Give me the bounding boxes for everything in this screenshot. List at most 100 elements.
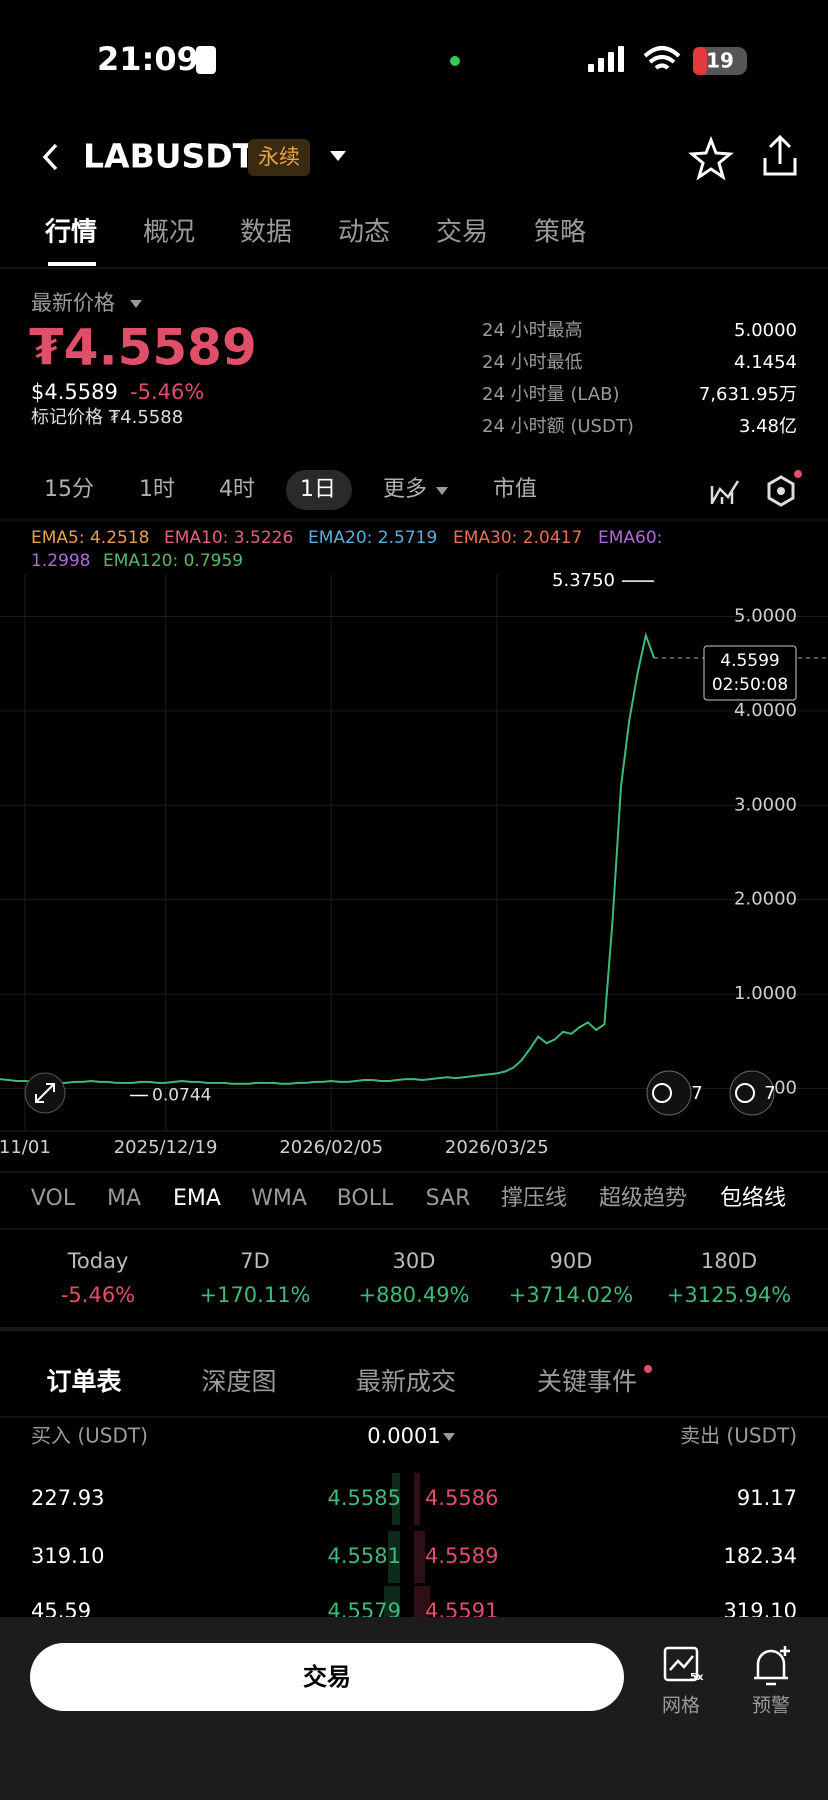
bid-price[interactable]: 4.5585 [328,1486,401,1510]
interval[interactable]: 更多 [383,477,427,502]
stat-label: 24 小时最高 [482,320,583,341]
badge: 永续 [258,145,300,169]
share-button[interactable] [763,134,797,176]
mark-price: 标记价格 ₮4.5588 [31,407,183,428]
clock: 21:09 [97,40,199,78]
indicator-button[interactable] [710,480,740,504]
interval-active [286,470,352,510]
chart-badge[interactable] [729,1070,775,1116]
indicator-tab[interactable]: EMA [173,1186,221,1211]
book-tab[interactable]: 深度图 [201,1367,276,1396]
price-label: 最新价格 [31,291,115,315]
chart-badge[interactable] [646,1070,692,1116]
battery-text: 19 [706,49,734,73]
book-tab[interactable]: 关键事件 [537,1367,637,1396]
mic-dot [450,56,460,66]
alert-label[interactable]: 预警 [752,1695,790,1717]
x-tick-label: 2026/02/05 [279,1137,383,1158]
settings-badge [794,470,802,478]
tab[interactable]: 动态 [338,218,390,248]
ask-price[interactable]: 4.5589 [425,1544,498,1568]
bid-depth [388,1531,400,1583]
ask-size: 182.34 [724,1544,797,1568]
interval[interactable]: 市值 [493,477,537,502]
price-dropdown[interactable] [130,300,142,308]
trade-button[interactable] [30,1643,624,1711]
last-price-label: 4.5599 [720,651,779,671]
period: 30D [393,1249,436,1273]
book-tabs: 订单表 深度图 最新成交 关键事件 [46,1367,637,1396]
indicator-tab[interactable]: SAR [426,1186,471,1211]
grid-label[interactable]: 网格 [662,1695,700,1717]
alert-icon[interactable] [754,1649,788,1686]
stat-value: 3.48亿 [739,416,797,437]
grid-icon-line [669,1655,694,1671]
favorite-button[interactable] [688,135,734,181]
wifi [643,46,681,70]
interval[interactable]: 4时 [219,477,255,502]
ask-depth [414,1473,420,1525]
period: 7D [240,1249,270,1273]
indicator-tab[interactable]: 撑压线 [501,1186,567,1211]
performance: Today -5.46% 7D +170.11% 30D +880.49% 90D +3714… [61,1249,791,1307]
price-step[interactable]: 0.0001 [367,1424,440,1448]
interval[interactable]: 1时 [139,477,175,502]
settings-dot [777,487,785,495]
period-change: -5.46% [61,1283,135,1307]
indicator-tab[interactable]: WMA [251,1186,307,1211]
indicator-tab[interactable]: 包络线 [720,1186,786,1211]
stats: 24 小时最高 5.0000 24 小时最低 4.1454 24 小时量 (LAB) 7,… [482,320,797,437]
interval[interactable]: 1日 [300,477,336,502]
symbol-dropdown[interactable] [330,151,346,161]
battery-level [693,47,707,75]
signal [588,46,624,72]
stat-value: 5.0000 [734,320,797,341]
book-tab[interactable]: 订单表 [46,1367,122,1396]
x-tick-label: 2026/03/25 [445,1137,549,1158]
period: 180D [701,1249,757,1273]
back-button[interactable] [42,143,58,171]
trade-button-label[interactable]: 交易 [303,1663,351,1691]
book-tab[interactable]: 最新成交 [356,1367,456,1396]
step-dropdown[interactable] [443,1433,455,1441]
usd-price: $4.5589 [31,380,118,404]
tab-underline [48,262,96,266]
y-tick-label: 2.0000 [734,889,797,910]
y-tick-label: 4.0000 [734,700,797,721]
stat-value: 7,631.95万 [699,384,797,405]
ask-size: 91.17 [737,1486,797,1510]
ema-label: EMA120: 0.7959 [103,551,243,571]
bid-price[interactable]: 4.5581 [328,1544,401,1568]
max-label: 5.3750 [552,570,615,591]
divider [0,1327,828,1331]
interval[interactable]: 15分 [44,477,94,502]
tab[interactable]: 数据 [240,218,292,248]
stat-label: 24 小时最低 [482,352,583,373]
ema-label: EMA10: 3.5226 [164,528,293,548]
tab[interactable]: 概况 [143,218,195,248]
indicator-tab[interactable]: MA [107,1186,141,1211]
price-chart: 0.00001.00002.00003.00004.00005.000011/0… [0,570,828,1158]
stat-value: 4.1454 [734,352,797,373]
tab[interactable]: 行情 [44,217,97,248]
indicator-tab[interactable]: 超级趋势 [599,1186,687,1211]
bid-size: 227.93 [31,1486,104,1510]
bid-size: 319.10 [31,1544,104,1568]
ask-price[interactable]: 4.5586 [425,1486,498,1510]
buy-header: 买入 (USDT) [31,1424,148,1448]
settings-button[interactable] [767,475,795,507]
more-dropdown[interactable] [436,487,448,495]
min-label: 0.0744 [152,1085,211,1105]
stat-label: 24 小时额 (USDT) [482,416,634,437]
chart-badge-icon [735,1083,755,1103]
tab[interactable]: 策略 [534,218,586,248]
ema-label: EMA5: 4.2518 [31,528,149,548]
symbol[interactable]: LABUSDT [83,137,256,176]
ema-legend: EMA5: 4.2518 EMA10: 3.5226 EMA20: 2.5719 EM… [31,528,662,571]
indicator-tab[interactable]: BOLL [337,1186,394,1211]
indicator-tab[interactable]: VOL [31,1186,76,1211]
tab[interactable]: 交易 [436,218,488,248]
grid-icon[interactable] [663,1646,699,1682]
ema-label: EMA30: 2.0417 [453,528,582,548]
